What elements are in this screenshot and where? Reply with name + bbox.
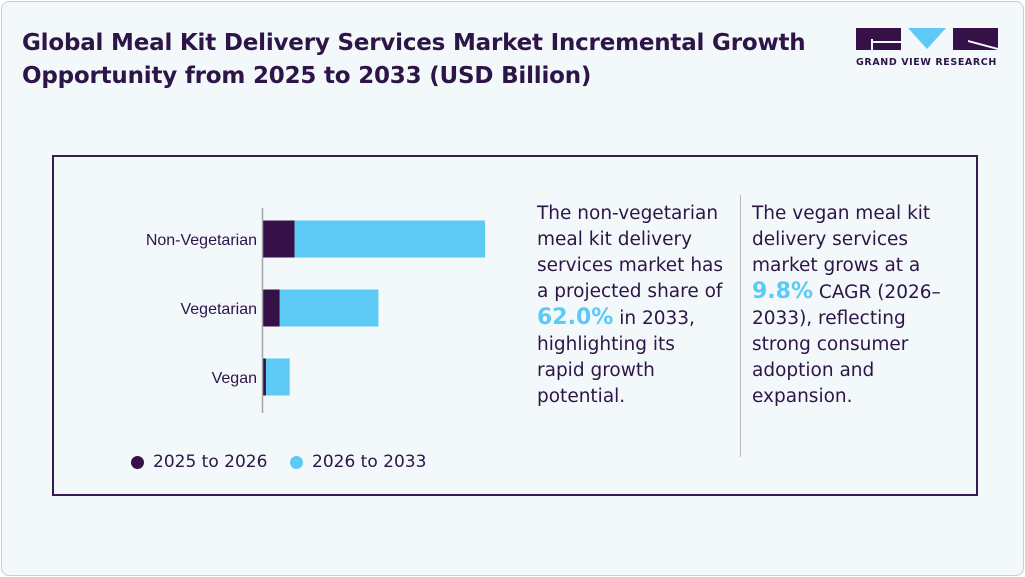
- insight-text: The non-vegetarian meal kit delivery ser…: [537, 203, 724, 302]
- category-label: Vegetarian: [180, 301, 257, 318]
- share-highlight: 62.0%: [537, 305, 614, 330]
- legend-label: 2026 to 2033: [312, 452, 427, 472]
- bar-vegan-series-0: [263, 358, 266, 396]
- legend-label: 2025 to 2026: [153, 452, 268, 472]
- bar-non-vegetarian-series-0: [263, 220, 295, 258]
- bar-non-vegetarian-series-1: [294, 220, 485, 258]
- divider: [740, 195, 741, 457]
- grand-view-research-logo: [856, 28, 998, 50]
- insight-text: The vegan meal kit delivery services mar…: [752, 203, 931, 276]
- bar-vegetarian-series-1: [279, 289, 379, 327]
- insight-text: in 2033, highlighting its rapid growth p…: [537, 308, 695, 407]
- legend-item-2025-2026: 2025 to 2026: [131, 452, 267, 472]
- insight-text: CAGR (2026–2033), reflecting strong cons…: [752, 282, 941, 407]
- insight-non-vegetarian: The non-vegetarian meal kit delivery ser…: [537, 201, 727, 410]
- bar-vegan-series-1: [265, 358, 290, 396]
- legend-item-2026-2033: 2026 to 2033: [290, 452, 426, 472]
- logo-text: GRAND VIEW RESEARCH: [856, 57, 997, 68]
- legend-dot-light: [290, 455, 303, 469]
- chart-panel: [52, 155, 978, 496]
- category-label: Non-Vegetarian: [146, 232, 257, 249]
- legend-dot-dark: [131, 455, 144, 469]
- category-label: Vegan: [212, 370, 257, 387]
- bar-vegetarian-series-0: [263, 289, 280, 327]
- cagr-highlight: 9.8%: [752, 279, 814, 304]
- insight-vegan: The vegan meal kit delivery services mar…: [752, 201, 957, 410]
- page-title: Global Meal Kit Delivery Services Market…: [22, 30, 806, 89]
